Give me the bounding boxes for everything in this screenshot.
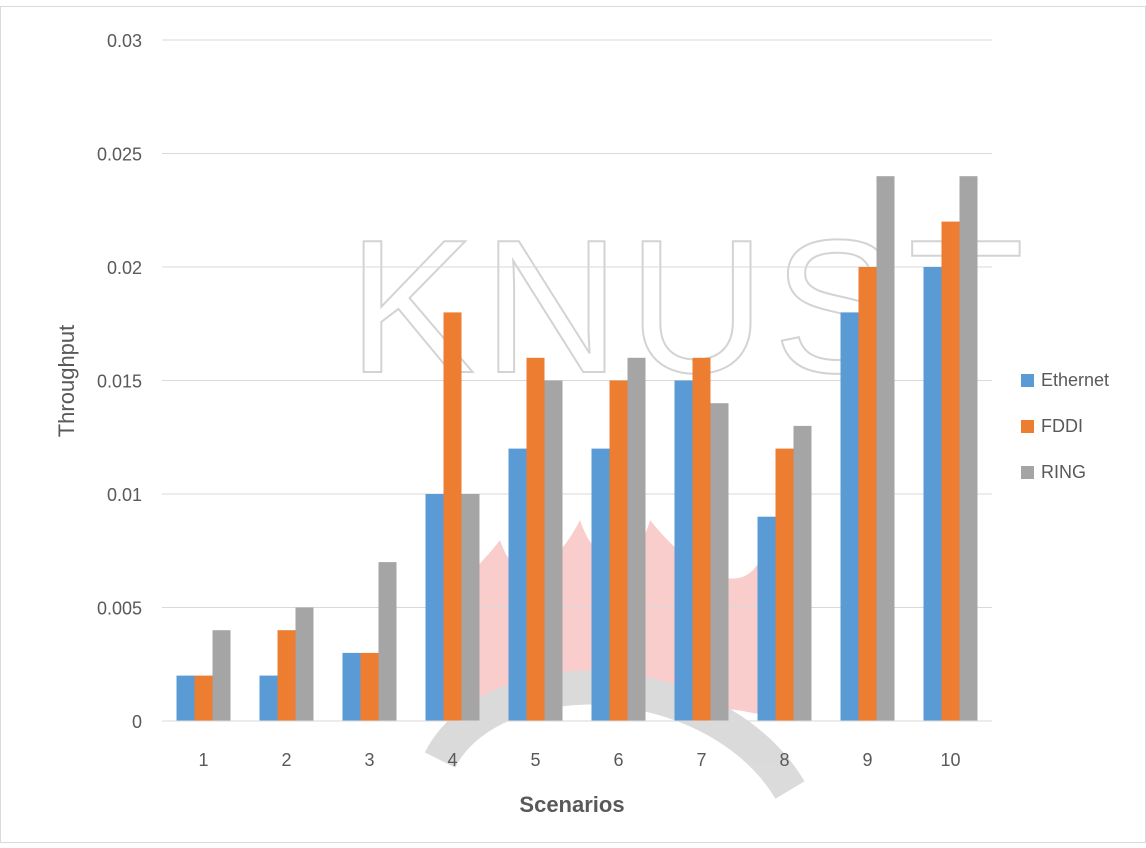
bar-ring-2 (295, 607, 314, 721)
bar-fddi-7 (692, 357, 711, 721)
legend-swatch-fddi (1021, 420, 1034, 433)
y-tick-label: 0 (132, 712, 142, 732)
x-tick-label: 2 (281, 750, 291, 770)
x-tick-label: 9 (862, 750, 872, 770)
x-tick-label: 5 (530, 750, 540, 770)
y-tick-label: 0.015 (97, 372, 142, 392)
legend-swatch-ring (1021, 466, 1034, 479)
bars (176, 176, 978, 721)
bar-ring-6 (627, 357, 646, 721)
x-tick-label: 1 (198, 750, 208, 770)
x-axis-label: Scenarios (519, 792, 624, 817)
bar-fddi-10 (941, 221, 960, 721)
y-axis-label: Throughput (54, 325, 79, 438)
bar-ethernet-8 (757, 516, 776, 721)
bar-ring-5 (544, 380, 563, 721)
bar-fddi-8 (775, 448, 794, 721)
y-tick-label: 0.02 (107, 258, 142, 278)
y-tick-label: 0.01 (107, 485, 142, 505)
bar-ethernet-6 (591, 448, 610, 721)
x-tick-label: 6 (613, 750, 623, 770)
y-tick-label: 0.025 (97, 145, 142, 165)
legend-label-ethernet: Ethernet (1041, 370, 1109, 390)
bar-ethernet-7 (674, 380, 693, 721)
y-tick-label: 0.03 (107, 31, 142, 51)
bar-ring-4 (461, 494, 480, 721)
bar-ethernet-9 (840, 312, 859, 721)
bar-fddi-4 (443, 312, 462, 721)
bar-fddi-9 (858, 267, 877, 721)
y-axis-ticks: 0 0.005 0.01 0.015 0.02 0.025 0.03 (97, 31, 142, 732)
x-tick-label: 7 (696, 750, 706, 770)
legend-label-fddi: FDDI (1041, 416, 1083, 436)
bar-ring-7 (710, 403, 729, 721)
bar-fddi-1 (194, 675, 213, 721)
bar-ethernet-3 (342, 652, 361, 721)
legend-swatch-ethernet (1021, 374, 1034, 387)
bar-ethernet-2 (259, 675, 278, 721)
y-tick-label: 0.005 (97, 599, 142, 619)
bar-ring-3 (378, 562, 397, 721)
legend: Ethernet FDDI RING (1021, 370, 1109, 482)
bar-ethernet-4 (425, 494, 444, 721)
x-tick-label: 3 (364, 750, 374, 770)
x-axis-ticks: 1 2 3 4 5 6 7 8 9 10 (198, 750, 960, 770)
bar-ring-8 (793, 425, 812, 721)
bar-ring-9 (876, 176, 895, 721)
bar-ethernet-10 (923, 267, 942, 721)
bar-ethernet-5 (508, 448, 527, 721)
x-tick-label: 8 (779, 750, 789, 770)
bar-ethernet-1 (176, 675, 195, 721)
bar-fddi-6 (609, 380, 628, 721)
x-tick-label: 10 (940, 750, 960, 770)
bar-ring-10 (959, 176, 978, 721)
legend-label-ring: RING (1041, 462, 1086, 482)
bar-fddi-5 (526, 357, 545, 721)
x-tick-label: 4 (447, 750, 457, 770)
bar-ring-1 (212, 630, 231, 721)
bar-fddi-2 (277, 630, 296, 721)
bar-fddi-3 (360, 652, 379, 721)
